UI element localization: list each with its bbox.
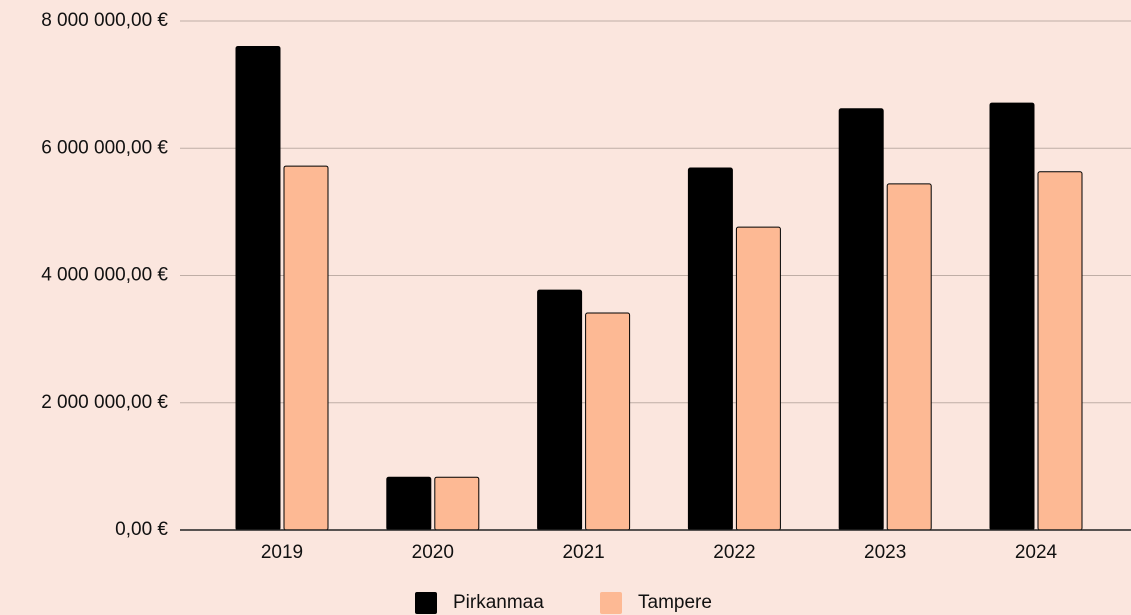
bar [585, 312, 631, 531]
y-tick-label: 4 000 000,00 € [41, 265, 168, 286]
legend-swatch [600, 592, 622, 614]
legend-swatch [415, 592, 437, 614]
y-tick-label: 6 000 000,00 € [41, 137, 168, 158]
x-tick-label: 2019 [261, 542, 303, 563]
y-tick-label: 2 000 000,00 € [41, 392, 168, 413]
y-tick-label: 0,00 € [115, 519, 168, 540]
x-tick-label: 2024 [1015, 542, 1058, 563]
bar [1037, 171, 1083, 531]
x-tick-label: 2023 [864, 542, 906, 563]
x-tick-label: 2022 [713, 542, 755, 563]
bar [886, 183, 932, 531]
x-tick-label: 2021 [562, 542, 604, 563]
bar [283, 165, 329, 531]
bar [235, 45, 281, 531]
bar [386, 476, 432, 531]
legend-label: Tampere [638, 592, 712, 613]
x-tick-label: 2020 [412, 542, 454, 563]
bar [989, 102, 1035, 531]
bar [735, 226, 781, 531]
y-tick-label: 8 000 000,00 € [41, 10, 168, 31]
bar [434, 476, 480, 531]
bar [687, 167, 733, 531]
bar [838, 108, 884, 531]
bar [537, 289, 583, 531]
legend-label: Pirkanmaa [453, 592, 544, 613]
